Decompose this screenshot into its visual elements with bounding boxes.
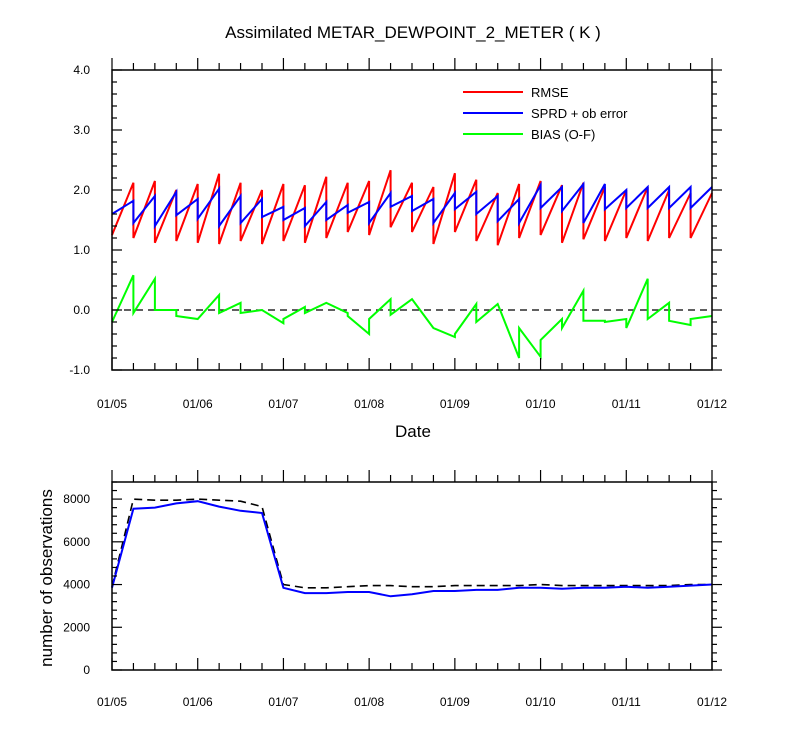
x-tick-label: 01/06 [183, 397, 213, 411]
y-tick-label: 2000 [63, 620, 90, 634]
bottom-plot-frame [111, 481, 713, 671]
top-series-group [111, 169, 713, 360]
chart-title: Assimilated METAR_DEWPOINT_2_METER ( K ) [225, 23, 601, 42]
y-tick-label: 8000 [63, 492, 90, 506]
x-tick-label: 01/08 [354, 695, 384, 709]
x-axis-title: Date [395, 422, 431, 441]
series-line-bias-o-f [111, 274, 713, 360]
series-line-sprd-ob-error [111, 181, 713, 230]
x-tick-label: 01/09 [440, 695, 470, 709]
x-tick-label: 01/07 [268, 695, 298, 709]
bottom-y-tick-labels: 0 2000 4000 6000 8000 [63, 492, 90, 677]
x-tick-label: 01/07 [268, 397, 298, 411]
legend-label: RMSE [531, 85, 569, 100]
legend-label: SPRD + ob error [531, 106, 628, 121]
y-tick-label: 4000 [63, 578, 90, 592]
y-tick-label: 3.0 [73, 123, 90, 137]
y-tick-label: 0 [83, 663, 90, 677]
x-tick-label: 01/11 [612, 695, 641, 709]
legend-label: BIAS (O-F) [531, 127, 595, 142]
top-ticks-group [111, 58, 722, 371]
bottom-series-group [111, 498, 713, 598]
y-axis-title-observations: number of observations [37, 489, 56, 667]
x-tick-label: 01/10 [526, 695, 556, 709]
x-tick-label: 01/12 [697, 397, 727, 411]
x-tick-label: 01/06 [183, 695, 213, 709]
top-chart: -1.0 0.0 1.0 2.0 3.0 4.0 01/05 01/06 01/07 01/08… [69, 58, 727, 441]
top-x-tick-labels: 01/05 01/06 01/07 01/08 01/09 01/10 01/11 01/12 [97, 397, 727, 411]
x-tick-label: 01/11 [612, 397, 641, 411]
x-tick-label: 01/05 [97, 397, 127, 411]
y-tick-label: -1.0 [69, 363, 90, 377]
top-plot-frame [111, 69, 713, 371]
y-tick-label: 1.0 [73, 243, 90, 257]
y-tick-label: 4.0 [73, 63, 90, 77]
bottom-ticks-group [111, 470, 722, 671]
series-line-possible [111, 498, 712, 589]
x-tick-label: 01/10 [526, 397, 556, 411]
y-tick-label: 0.0 [73, 303, 90, 317]
y-tick-label: 6000 [63, 535, 90, 549]
legend: RMSE SPRD + ob error BIAS (O-F) [463, 85, 628, 142]
y-tick-label: 2.0 [73, 183, 90, 197]
top-y-tick-labels: -1.0 0.0 1.0 2.0 3.0 4.0 [69, 63, 90, 377]
x-tick-label: 01/09 [440, 397, 470, 411]
series-line-assimilated [111, 500, 713, 598]
x-tick-label: 01/08 [354, 397, 384, 411]
x-tick-label: 01/05 [97, 695, 127, 709]
x-tick-label: 01/12 [697, 695, 727, 709]
bottom-x-tick-labels: 01/05 01/06 01/07 01/08 01/09 01/10 01/11 01/12 [97, 695, 727, 709]
